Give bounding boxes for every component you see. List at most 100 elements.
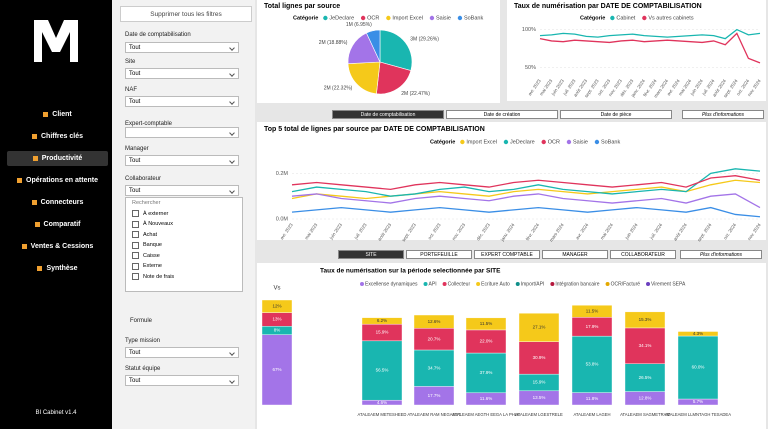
x-tick-label: nov. 2023 bbox=[451, 222, 467, 241]
x-tick-label: juil. 2023 bbox=[562, 78, 577, 97]
nav-item[interactable]: Chiffres clés bbox=[7, 129, 108, 144]
legend-swatch bbox=[515, 282, 520, 286]
tab[interactable]: COLLABORATEUR bbox=[610, 250, 676, 259]
legend-swatch bbox=[550, 282, 555, 286]
pie-slice bbox=[366, 29, 381, 63]
filter-select[interactable]: Tout bbox=[125, 68, 239, 79]
x-tick-label: mai 2024 bbox=[678, 78, 693, 96]
legend-swatch bbox=[476, 282, 481, 286]
nav-item[interactable]: Comparatif bbox=[7, 217, 108, 232]
x-tick-label: oct. 2024 bbox=[722, 222, 737, 240]
filter-select[interactable]: Tout bbox=[125, 347, 239, 358]
nav-item[interactable]: Synthèse bbox=[7, 261, 108, 276]
nav-icon bbox=[34, 222, 40, 227]
series-line bbox=[291, 206, 761, 218]
nav-item[interactable]: Opérations en attente bbox=[7, 173, 108, 188]
checkbox[interactable] bbox=[132, 210, 139, 218]
tab[interactable]: Date de comptabilisation bbox=[332, 110, 444, 119]
more-info[interactable]: Plus d'informations bbox=[680, 250, 762, 259]
filter-select[interactable]: Tout bbox=[125, 185, 239, 196]
x-tick-label: juin 2023 bbox=[550, 78, 565, 97]
clear-filters[interactable]: Supprimer tous les filtres bbox=[120, 6, 252, 22]
tab[interactable]: MANAGER bbox=[542, 250, 608, 259]
option[interactable]: À Nouveaux bbox=[126, 219, 242, 230]
nav-icon bbox=[43, 112, 49, 117]
nav-item[interactable]: Client bbox=[7, 107, 108, 122]
series-line bbox=[539, 32, 761, 64]
bar-label: 34.7% bbox=[428, 365, 441, 370]
x-tick-label: nov. 2024 bbox=[747, 78, 763, 97]
x-tick-label: juin 2024 bbox=[689, 78, 704, 97]
nav-icon bbox=[21, 244, 27, 249]
checkbox[interactable] bbox=[132, 252, 139, 260]
legend-swatch bbox=[360, 15, 366, 21]
bar-label: 11.8% bbox=[586, 396, 598, 401]
bar-segment bbox=[571, 305, 613, 318]
option-label: Caisse bbox=[143, 252, 160, 259]
nav-item[interactable]: Connecteurs bbox=[7, 195, 108, 210]
tab[interactable]: SITE bbox=[338, 250, 404, 259]
option[interactable]: Externe bbox=[126, 261, 242, 272]
legend-label: Import Excel bbox=[392, 15, 423, 21]
legend-label: Import Excel bbox=[466, 139, 497, 145]
x-tick-label: avr. 2023 bbox=[279, 222, 294, 240]
legend-label: OCR bbox=[367, 15, 379, 21]
filter-label: Manager bbox=[125, 146, 149, 152]
bar-label: 17.7% bbox=[428, 393, 441, 398]
category-label: ATALEAEM SAGMETRAM bbox=[620, 412, 670, 417]
checkbox[interactable] bbox=[132, 220, 139, 228]
slice-label: 2M (22.32%) bbox=[324, 85, 353, 91]
tab[interactable]: Date de création bbox=[446, 110, 558, 119]
nav-item[interactable]: Productivité bbox=[7, 151, 108, 166]
version: BI Cabinet v1.4 bbox=[35, 410, 77, 416]
tab[interactable]: PORTEFEUILLE bbox=[406, 250, 472, 259]
legend-swatch bbox=[460, 139, 465, 145]
x-tick-label: août 2023 bbox=[573, 78, 589, 98]
legend-label: JeDeclare bbox=[510, 139, 535, 145]
search[interactable]: Rechercher bbox=[126, 198, 242, 209]
filter-select[interactable] bbox=[125, 127, 239, 138]
bar-label: 12.8% bbox=[639, 395, 652, 400]
checkbox[interactable] bbox=[132, 231, 139, 239]
bar-label: 26.5% bbox=[639, 375, 652, 380]
bar-label: 37.9% bbox=[480, 370, 493, 375]
filter-select[interactable]: Tout bbox=[125, 42, 239, 53]
nav-label: Synthèse bbox=[46, 265, 78, 272]
x-tick-label: févr. 2024 bbox=[642, 78, 658, 97]
bar-segment bbox=[361, 323, 403, 342]
filter-label: Collaborateur bbox=[125, 176, 162, 182]
filter-value: Tout bbox=[129, 187, 141, 194]
legend-title: Catégorie bbox=[430, 139, 455, 145]
legend-label: OCR bbox=[548, 139, 560, 145]
legend-label: Saisie bbox=[573, 139, 588, 145]
legend-swatch bbox=[442, 282, 447, 286]
option[interactable]: Banque bbox=[126, 240, 242, 251]
option[interactable]: Caisse bbox=[126, 251, 242, 262]
nav-icon bbox=[31, 134, 37, 139]
bar-label: 15.9% bbox=[533, 380, 546, 385]
legend-swatch bbox=[610, 15, 615, 21]
option[interactable]: À externer bbox=[126, 209, 242, 220]
bar-label: 4.3% bbox=[693, 331, 703, 336]
more-info[interactable]: Plus d'informations bbox=[682, 110, 764, 119]
option-label: À Nouveaux bbox=[143, 221, 173, 228]
legend-swatch bbox=[323, 15, 328, 21]
option[interactable]: Achat bbox=[126, 230, 242, 241]
checkbox[interactable] bbox=[132, 273, 139, 281]
slice-label: 1M (6.95%) bbox=[346, 22, 372, 28]
tab[interactable]: Date de pièce bbox=[560, 110, 672, 119]
filter-select[interactable]: Tout bbox=[125, 155, 239, 166]
checkbox[interactable] bbox=[132, 262, 139, 270]
filter-select[interactable]: Tout bbox=[125, 375, 239, 386]
sidebar: Client Chiffres clés Productivité Opération… bbox=[0, 0, 112, 429]
tab[interactable]: EXPERT COMPTABLE bbox=[474, 250, 540, 259]
x-tick-label: nov. 2024 bbox=[747, 222, 763, 241]
filter-select[interactable]: Tout bbox=[125, 96, 239, 107]
filter-value: Tout bbox=[129, 349, 141, 356]
option[interactable]: Note de frais bbox=[126, 272, 242, 283]
y-tick-label: 0.2M bbox=[276, 171, 289, 177]
dropdown[interactable]: Rechercher À externer À Nouveaux Achat Banqu… bbox=[125, 197, 243, 292]
legend-label: API bbox=[429, 281, 437, 287]
checkbox[interactable] bbox=[132, 241, 139, 249]
nav-item[interactable]: Ventes & Cessions bbox=[7, 239, 108, 254]
